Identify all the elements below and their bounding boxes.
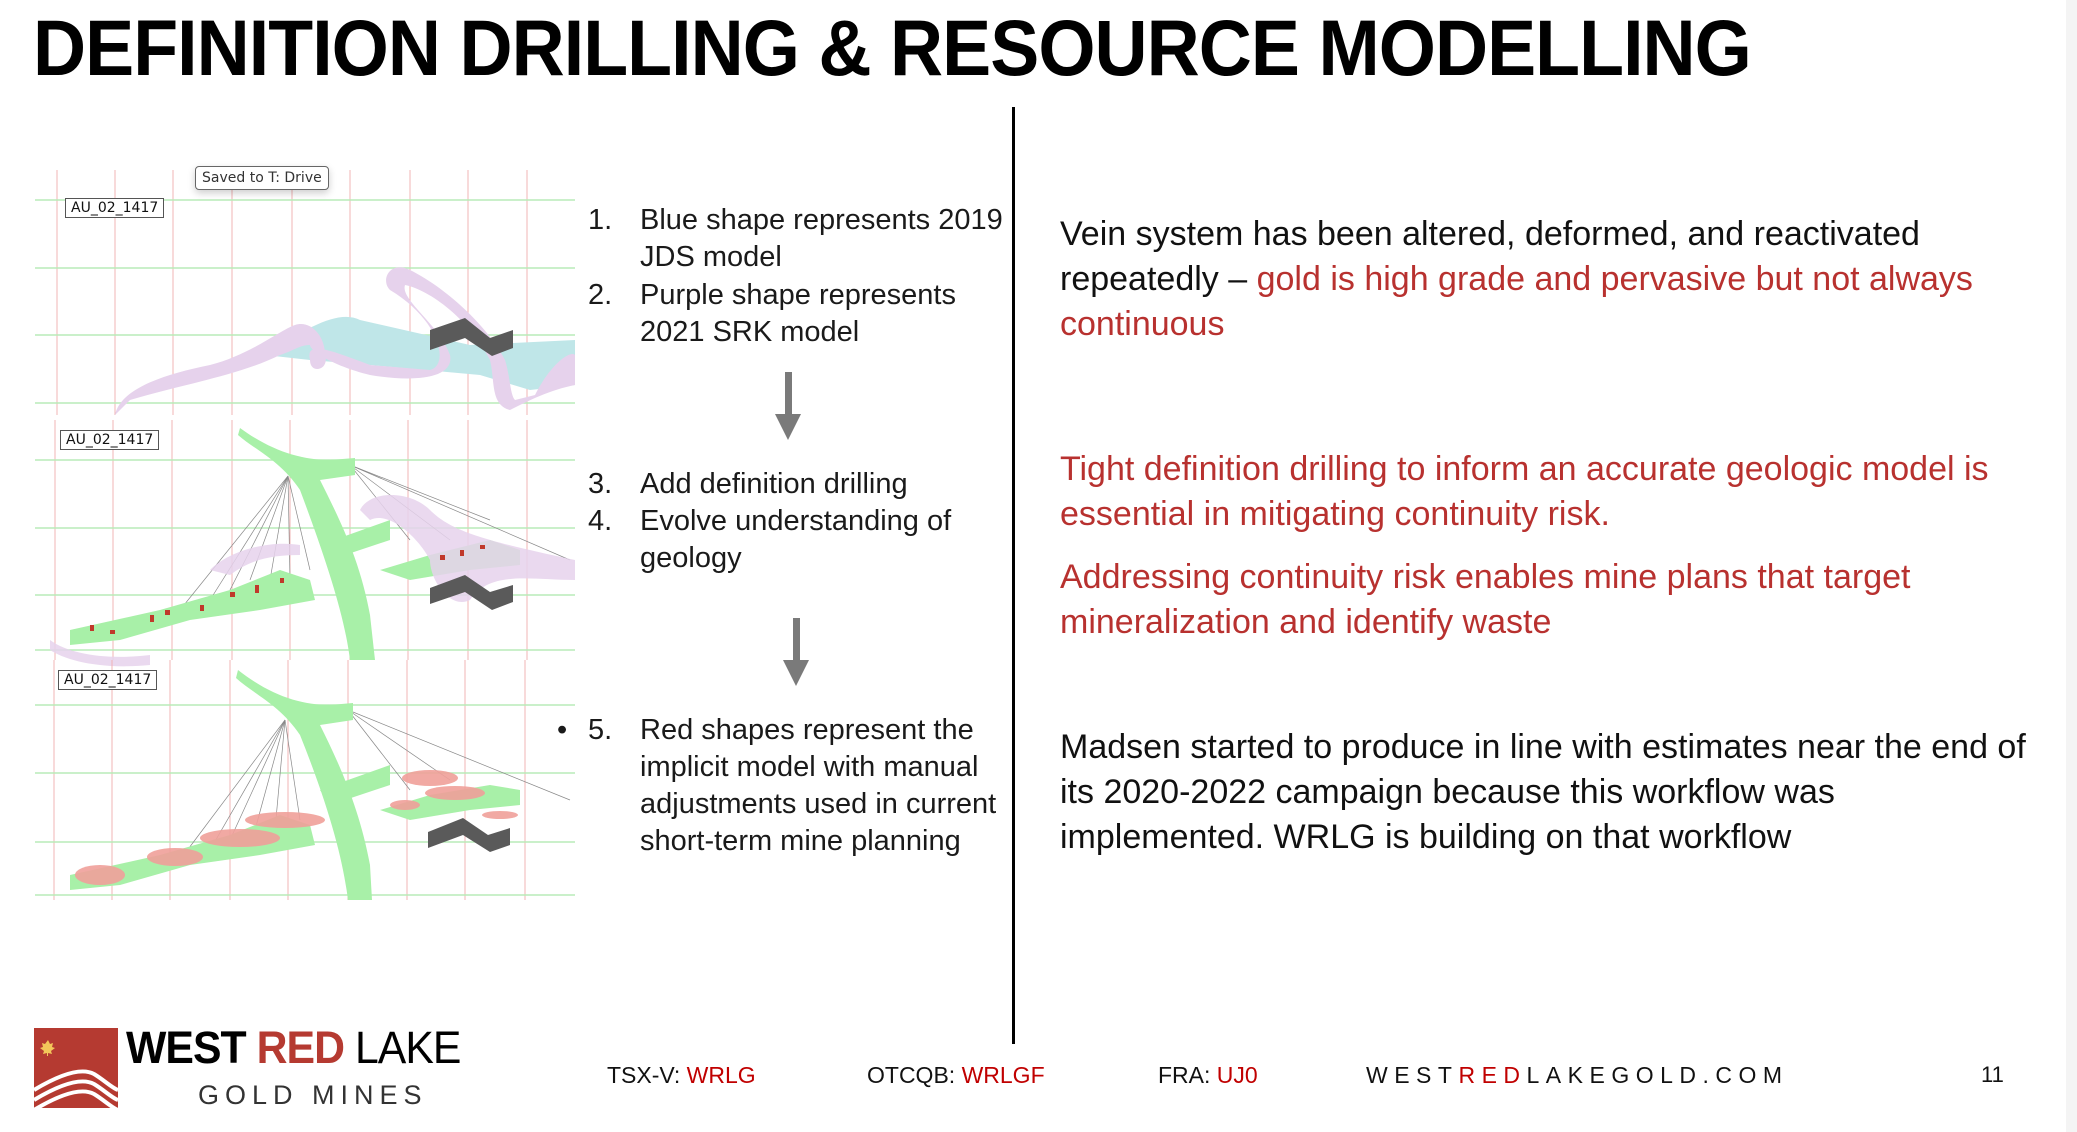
section-views-figure: Saved to T: Drive AU_02_1417 AU_02_1417 … (10, 160, 575, 920)
step-number: 5. (588, 714, 613, 746)
paragraph-madsen: Madsen started to produce in line with e… (1060, 728, 2026, 856)
ticker-symbol: UJ0 (1216, 1062, 1258, 1088)
saved-tooltip: Saved to T: Drive (195, 166, 329, 190)
paragraph-continuity-risk: Addressing continuity risk enables mine … (1060, 558, 1911, 641)
site-part1: WEST (1366, 1062, 1459, 1088)
ticker-fra: FRA: UJ0 (1158, 1062, 1258, 1089)
step-text: Add definition drilling (640, 468, 908, 500)
brand-west: WEST (126, 1022, 257, 1073)
paragraph-tight-drilling: Tight definition drilling to inform an a… (1060, 450, 1989, 533)
step-text: Blue shape represents 2019 JDS model (640, 204, 1003, 273)
exchange-label: OTCQB: (867, 1062, 962, 1088)
exchange-label: TSX-V: (607, 1062, 687, 1088)
ticker-tsxv: TSX-V: WRLG (607, 1062, 756, 1089)
step-number: 4. (588, 505, 613, 537)
vertical-divider (1012, 107, 1015, 1044)
slide-title: DEFINITION DRILLING & RESOURCE MODELLING (33, 3, 1752, 92)
exchange-label: FRA: (1158, 1062, 1217, 1088)
geology-sections-image (35, 170, 575, 900)
panel3-grid (35, 660, 575, 900)
panel1-label: AU_02_1417 (65, 198, 165, 218)
step-number: 2. (588, 279, 613, 311)
page-number: 11 (1981, 1062, 2004, 1087)
brand-lake: LAKE (354, 1022, 461, 1073)
site-part2: RED (1458, 1062, 1527, 1088)
ticker-otcqb: OTCQB: WRLGF (867, 1062, 1045, 1089)
step-number: 1. (588, 204, 613, 236)
paragraph-vein-system: Vein system has been altered, deformed, … (1060, 212, 2040, 347)
brand-red: RED (256, 1022, 355, 1073)
right-edge-strip (2066, 0, 2077, 1132)
ticker-symbol: WRLGF (961, 1062, 1045, 1088)
panel3-label: AU_02_1417 (58, 670, 158, 690)
brand-name: WEST RED LAKE (126, 1022, 461, 1074)
text-red-highlight: gold is high grade and pervasive but not… (1060, 260, 1973, 343)
step-number: 3. (588, 468, 613, 500)
site-part3: LAKEGOLD.COM (1526, 1062, 1789, 1088)
panel2-label: AU_02_1417 (60, 430, 160, 450)
bullet-dot: • (557, 714, 568, 746)
ticker-symbol: WRLG (686, 1062, 756, 1088)
brand-subtitle: GOLD MINES (198, 1080, 428, 1110)
website-link[interactable]: WESTREDLAKEGOLD.COM (1366, 1062, 1789, 1089)
step-text: Red shapes represent the implicit model … (640, 714, 997, 857)
maple-leaf-wave-icon (34, 1028, 118, 1108)
step-text: Purple shape represents 2021 SRK model (640, 279, 956, 348)
step-text: Evolve understanding of geology (640, 505, 952, 574)
text-black: Vein system has been altered, deformed, … (1060, 215, 1920, 298)
